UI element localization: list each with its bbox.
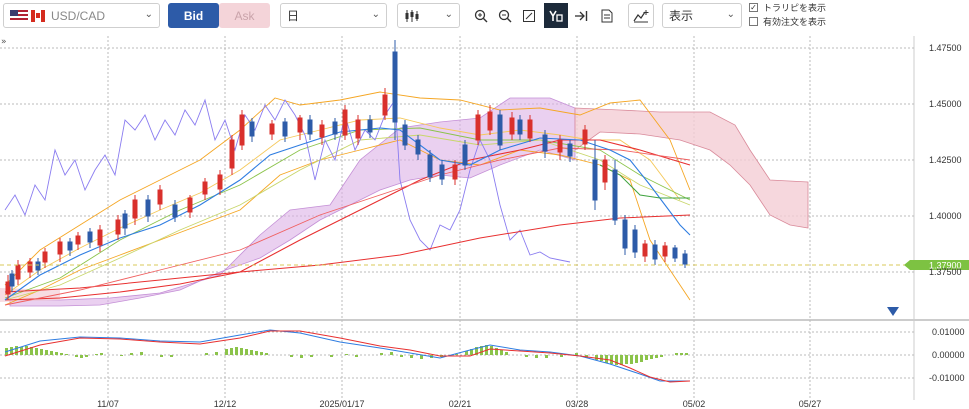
show-trendline-checkbox[interactable]: ✓ トラリピを表示 — [749, 1, 826, 14]
ichimoku-cloud-bear — [574, 107, 809, 229]
price-tick: 1.42500 — [929, 155, 962, 165]
show-trendline-label: トラリピを表示 — [763, 3, 827, 13]
scroll-down-triangle-icon[interactable] — [887, 307, 899, 316]
ma-long-red — [4, 214, 691, 293]
current-price-label: 1.37900 — [929, 261, 962, 271]
time-tick: 11/07 — [97, 399, 119, 409]
bid-button[interactable]: Bid — [168, 3, 219, 28]
price-tick: 1.37500 — [929, 267, 962, 277]
symbol-select[interactable]: USD/CAD ⌄ — [3, 3, 160, 28]
ichimoku-cloud-bull — [9, 97, 576, 307]
us-flag-icon — [10, 9, 28, 22]
price-tick: 1.40000 — [929, 211, 962, 221]
price-tick: 1.47500 — [929, 43, 962, 53]
price-axis: 1.47500 1.45000 1.42500 1.40000 1.37500 — [929, 43, 962, 277]
time-tick: 03/28 — [566, 399, 589, 409]
zoom-in-icon[interactable] — [470, 3, 492, 28]
ma-mid-red — [4, 139, 691, 301]
ca-flag-icon — [31, 9, 45, 22]
time-gridlines — [107, 36, 811, 400]
time-tick: 02/21 — [449, 399, 472, 409]
period-label: 日 — [287, 9, 300, 23]
macd-histogram — [5, 345, 688, 365]
zoom-out-icon[interactable] — [494, 3, 516, 28]
candlestick-icon — [405, 9, 419, 22]
scroll-to-end-icon[interactable] — [570, 3, 592, 28]
macd-tick: 0.00000 — [932, 350, 965, 360]
time-tick: 05/02 — [683, 399, 706, 409]
fit-icon[interactable] — [518, 3, 540, 28]
ma-short-blue — [4, 127, 691, 301]
time-axis: 11/07 12/12 2025/01/17 02/21 03/28 05/02… — [97, 399, 821, 409]
current-price-badge — [904, 260, 969, 270]
chevron-down-icon: ⌄ — [144, 9, 153, 20]
price-tick: 1.45000 — [929, 99, 962, 109]
time-tick: 12/12 — [214, 399, 237, 409]
chevron-down-icon: ⌄ — [371, 9, 380, 20]
document-icon[interactable] — [596, 3, 618, 28]
checkbox-checked-icon: ✓ — [749, 2, 758, 12]
macd-tick: -0.01000 — [929, 373, 965, 383]
chart-canvas[interactable]: 1.37900 — [0, 36, 969, 409]
symbol-label: USD/CAD — [51, 8, 106, 23]
macd-signal-line — [4, 330, 691, 383]
cursor-mode-icon[interactable] — [544, 3, 568, 28]
candlesticks — [5, 40, 688, 300]
time-tick: 2025/01/17 — [319, 399, 364, 409]
expand-left-icon[interactable]: » — [1, 37, 7, 47]
chart-type-select[interactable]: ⌄ — [397, 3, 460, 28]
indicator-add-icon[interactable] — [628, 3, 654, 28]
show-active-orders-checkbox[interactable]: 有効注文を表示 — [749, 15, 826, 28]
checkbox-empty-icon — [749, 17, 758, 26]
chart-toolbar: USD/CAD ⌄ Bid Ask 日 ⌄ ⌄ 表示 ⌄ ✓ トラリピを表示 有… — [0, 0, 969, 30]
chevron-down-icon: ⌄ — [444, 9, 453, 20]
chevron-down-icon: ⌄ — [726, 9, 735, 20]
time-tick: 05/27 — [799, 399, 822, 409]
show-active-orders-label: 有効注文を表示 — [763, 17, 827, 27]
macd-line — [4, 329, 690, 382]
period-select[interactable]: 日 ⌄ — [280, 3, 387, 28]
display-select-label: 表示 — [669, 9, 694, 23]
price-chart[interactable]: 1.37900 — [0, 36, 969, 409]
chikou-span-line — [4, 98, 571, 263]
ask-button[interactable]: Ask — [219, 3, 270, 28]
macd-tick: 0.01000 — [932, 327, 965, 337]
macd-axis: 0.01000 0.00000 -0.01000 — [929, 327, 965, 383]
display-select[interactable]: 表示 ⌄ — [662, 3, 742, 28]
ma-mid-red-2 — [4, 147, 691, 306]
